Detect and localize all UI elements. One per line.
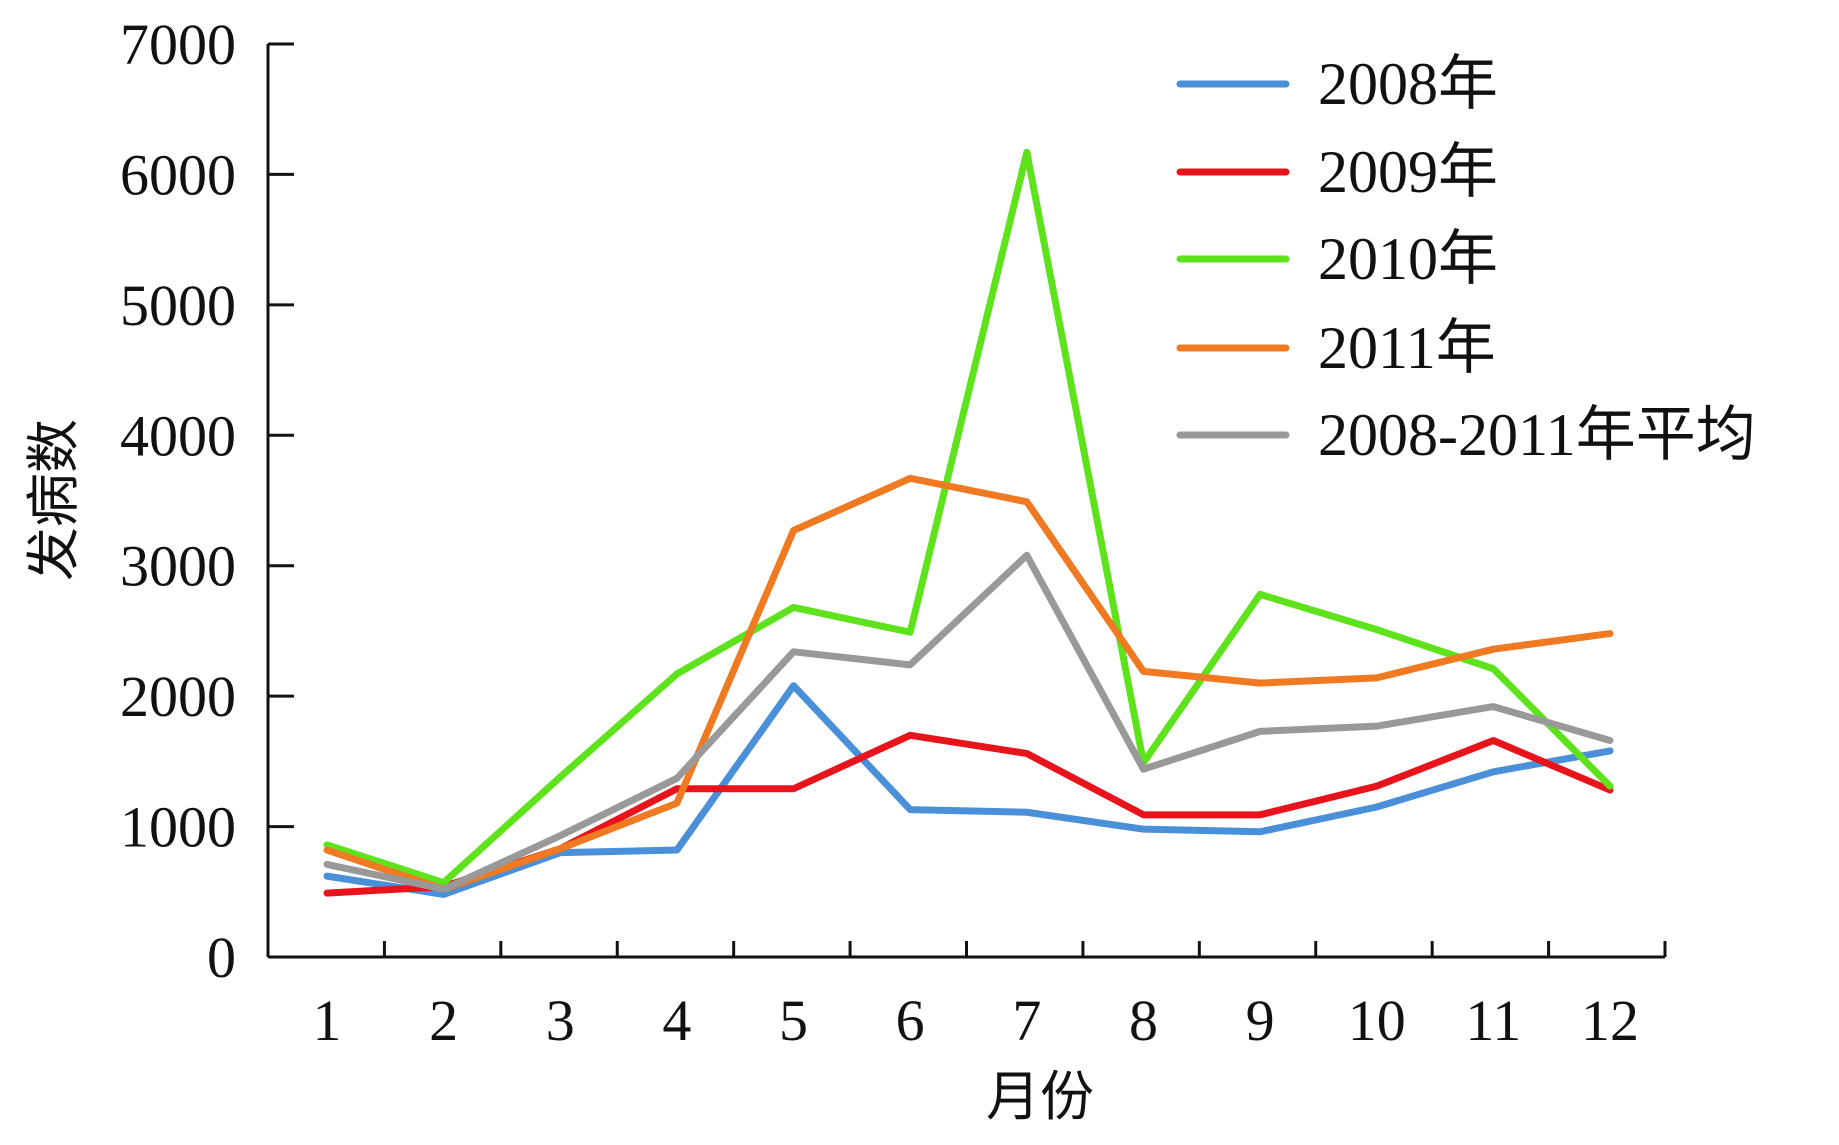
series-lines bbox=[323, 148, 1614, 898]
series-line-4 bbox=[323, 474, 1614, 893]
x-tick-label: 5 bbox=[779, 988, 808, 1053]
x-tick-label: 1 bbox=[313, 988, 342, 1053]
x-axis-title: 月份 bbox=[986, 1065, 1094, 1128]
series-line-3 bbox=[323, 148, 1614, 887]
legend-label: 2008年 bbox=[1318, 51, 1498, 117]
x-tick-label: 11 bbox=[1465, 988, 1521, 1053]
series-line-5 bbox=[323, 551, 1614, 893]
x-tick-label: 12 bbox=[1581, 988, 1639, 1053]
x-tick-label: 4 bbox=[662, 988, 691, 1053]
y-tick-label: 5000 bbox=[120, 273, 236, 338]
axes bbox=[266, 44, 1665, 959]
legend: 2008年 2009年 2010年 2011年 2008-2011年平均 bbox=[1176, 51, 1756, 468]
y-tick-label: 7000 bbox=[120, 12, 236, 77]
y-axis-ticks: 0 1000 2000 3000 4000 5000 6000 7000 bbox=[120, 12, 294, 990]
legend-label: 2008-2011年平均 bbox=[1318, 402, 1756, 468]
y-tick-label: 0 bbox=[207, 925, 236, 990]
y-axis-title: 发病数 bbox=[22, 419, 85, 581]
x-tick-label: 7 bbox=[1012, 988, 1041, 1053]
series-line-1 bbox=[323, 682, 1614, 898]
y-tick-label: 1000 bbox=[120, 795, 236, 860]
x-axis-ticks: 1 2 3 4 5 6 7 8 9 10 11 12 bbox=[313, 941, 1667, 1053]
y-tick-label: 4000 bbox=[120, 403, 236, 468]
y-tick-label: 6000 bbox=[120, 142, 236, 207]
x-tick-label: 6 bbox=[896, 988, 925, 1053]
x-tick-label: 8 bbox=[1129, 988, 1158, 1053]
x-tick-label: 9 bbox=[1246, 988, 1275, 1053]
y-tick-label: 3000 bbox=[120, 534, 236, 599]
legend-label: 2010年 bbox=[1318, 226, 1498, 292]
x-tick-label: 2 bbox=[429, 988, 458, 1053]
x-tick-label: 3 bbox=[546, 988, 575, 1053]
legend-label: 2009年 bbox=[1318, 139, 1498, 205]
x-tick-label: 10 bbox=[1348, 988, 1406, 1053]
legend-label: 2011年 bbox=[1318, 315, 1496, 381]
y-tick-label: 2000 bbox=[120, 664, 236, 729]
